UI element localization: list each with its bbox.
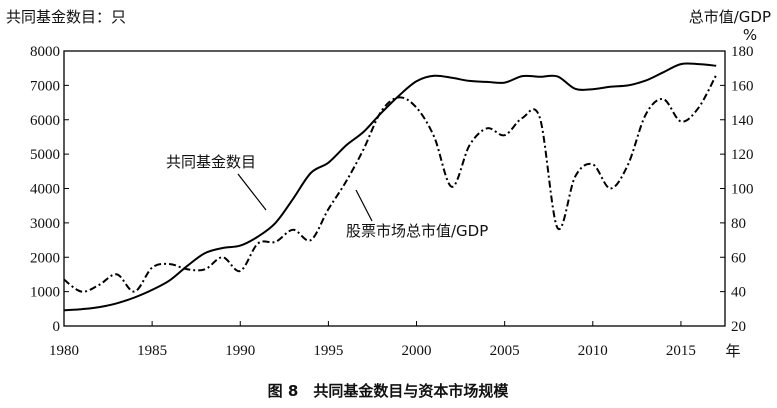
- mcap-series-annotation: 股票市场总市值/GDP: [346, 222, 488, 240]
- right-tick-label: 60: [731, 250, 746, 266]
- right-tick-label: 20: [731, 319, 746, 335]
- x-tick-label: 2000: [402, 343, 432, 359]
- right-tick-label: 100: [731, 182, 754, 198]
- left-tick-label: 6000: [30, 113, 60, 129]
- funds-series-annotation: 共同基金数目: [166, 153, 256, 171]
- x-axis-unit: 年: [725, 342, 740, 360]
- left-tick-label: 3000: [30, 216, 60, 232]
- left-tick-label: 0: [53, 319, 61, 335]
- right-axis-unit: %: [743, 26, 757, 44]
- right-tick-label: 120: [731, 147, 754, 163]
- x-axis-ticks: 1980 1985 1990 1995 2000 2005 2010 2015: [49, 321, 696, 359]
- x-tick-label: 1995: [313, 343, 343, 359]
- left-tick-label: 1000: [30, 285, 60, 301]
- right-axis-ticks: 20 40 60 80 100 120 140 160 180: [720, 44, 754, 335]
- left-axis-ticks: 0 1000 2000 3000 4000 5000 6000 7000 8000: [30, 44, 69, 335]
- left-tick-label: 8000: [30, 44, 60, 60]
- left-axis-label: 共同基金数目：只: [6, 8, 126, 26]
- right-axis-label: 总市值/GDP: [689, 8, 771, 26]
- mcap-annotation-leader: [355, 189, 373, 222]
- x-tick-label: 2015: [666, 343, 696, 359]
- figure-caption: 图 8 共同基金数目与资本市场规模: [268, 382, 510, 400]
- right-tick-label: 40: [731, 285, 746, 301]
- left-tick-label: 7000: [30, 78, 60, 94]
- x-tick-label: 2010: [578, 343, 608, 359]
- funds-count-line: [63, 62, 717, 312]
- x-tick-label: 1980: [49, 343, 79, 359]
- market-cap-gdp-line: [63, 74, 718, 293]
- x-tick-label: 1990: [225, 343, 255, 359]
- right-tick-label: 160: [731, 78, 754, 94]
- left-tick-label: 2000: [30, 250, 60, 266]
- left-tick-label: 5000: [30, 147, 60, 163]
- right-tick-label: 80: [731, 216, 746, 232]
- x-tick-label: 2005: [490, 343, 520, 359]
- series-layer: [63, 62, 718, 312]
- left-tick-label: 4000: [30, 182, 60, 198]
- funds-annotation-leader: [237, 173, 267, 211]
- right-tick-label: 140: [731, 113, 754, 129]
- right-tick-label: 180: [731, 44, 754, 60]
- x-tick-label: 1985: [137, 343, 167, 359]
